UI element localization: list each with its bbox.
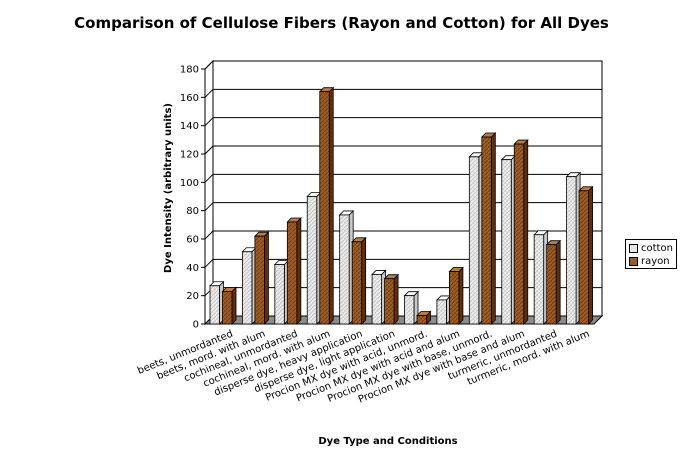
y-tick-label: 60 <box>186 235 199 246</box>
bar-front <box>339 214 350 325</box>
bar-front <box>566 176 577 325</box>
bar-rayon <box>318 86 335 325</box>
bar-rayon <box>513 139 529 325</box>
legend-swatch-cotton <box>629 244 638 253</box>
bar-cotton <box>403 290 419 325</box>
gridline-side <box>204 173 214 183</box>
bar-side <box>490 132 496 325</box>
y-tick-label: 140 <box>180 121 199 132</box>
bar-front <box>481 136 492 325</box>
bar-cotton <box>209 280 225 325</box>
bar-front <box>222 291 233 325</box>
y-tick-label: 100 <box>180 178 199 189</box>
legend-swatch-rayon <box>629 257 638 266</box>
y-axis-label: Dye Intensity (arbitrary units) <box>163 103 174 273</box>
bar-side <box>361 236 367 325</box>
bar-cotton <box>468 151 484 325</box>
bar-side <box>588 185 593 325</box>
bar-front <box>351 241 363 325</box>
gridline-side <box>204 145 214 155</box>
bar-cotton <box>533 229 549 325</box>
bar-rayon <box>286 217 302 325</box>
bar-rayon <box>351 236 367 325</box>
bar-side <box>555 239 561 325</box>
bar-side <box>296 217 302 325</box>
y-tick-label: 120 <box>180 150 199 161</box>
bar-rayon <box>448 266 464 325</box>
gridline-side <box>204 60 214 70</box>
bar-side <box>231 286 237 325</box>
legend-item-cotton: cotton <box>629 242 673 255</box>
bar-front <box>274 264 285 325</box>
y-tick-label: 80 <box>186 206 199 217</box>
y-tick-label: 20 <box>186 291 199 302</box>
bar-rayon <box>416 310 432 325</box>
bar-cotton <box>273 259 290 325</box>
y-tick-label: 160 <box>180 93 199 104</box>
bar-cotton <box>565 171 582 325</box>
bar-front <box>416 315 427 325</box>
legend-label-rayon: rayon <box>641 256 670 267</box>
bar-cotton <box>371 269 387 325</box>
bar-front <box>546 244 557 325</box>
bar-rayon <box>221 286 237 325</box>
legend-item-rayon: rayon <box>629 255 673 268</box>
x-axis-label: Dye Type and Conditions <box>318 436 457 447</box>
bar-side <box>264 231 269 325</box>
bar-cotton <box>500 154 517 325</box>
y-axis: 0 20 40 60 80 100 120 140 160 180 <box>180 65 206 331</box>
gridline-side <box>204 230 214 240</box>
bar-front <box>384 278 395 325</box>
bar-side <box>328 86 334 325</box>
bar-front <box>371 274 382 325</box>
bar-cotton <box>338 209 355 325</box>
y-tick-label: 180 <box>180 65 199 76</box>
bar-side <box>458 266 464 325</box>
bar-front <box>286 221 298 325</box>
gridline-side <box>204 258 214 268</box>
bar-front <box>209 285 220 325</box>
bar-front <box>468 156 480 325</box>
gridline-side <box>204 88 214 98</box>
bar-front <box>501 159 512 325</box>
bar-rayon <box>480 132 497 325</box>
bar-rayon <box>578 185 594 325</box>
y-tick-label: 40 <box>186 263 199 274</box>
bar-front <box>436 299 447 325</box>
y-tick-label: 0 <box>193 320 199 331</box>
bars <box>209 86 594 325</box>
bar-cotton <box>241 246 257 325</box>
bar-cotton <box>435 294 452 325</box>
bar-front <box>306 196 318 325</box>
bar-front <box>578 190 589 325</box>
bar-front <box>513 143 525 325</box>
bar-cotton <box>306 191 322 325</box>
chart-title: Comparison of Cellulose Fibers (Rayon an… <box>74 14 609 32</box>
bar-front <box>404 295 415 325</box>
bar-front <box>533 234 545 325</box>
gridline-side <box>204 202 214 212</box>
bar-side <box>523 139 529 325</box>
legend-label-cotton: cotton <box>641 243 673 254</box>
bar-rayon <box>383 273 400 325</box>
bar-front <box>449 271 460 325</box>
bar-rayon <box>253 231 270 325</box>
bar-front <box>254 235 265 325</box>
bar-rayon <box>545 239 562 325</box>
bar-front <box>319 91 330 325</box>
bar-front <box>242 251 253 325</box>
legend: cotton rayon <box>625 239 677 269</box>
gridline-side <box>204 117 214 127</box>
bar-side <box>393 273 399 325</box>
